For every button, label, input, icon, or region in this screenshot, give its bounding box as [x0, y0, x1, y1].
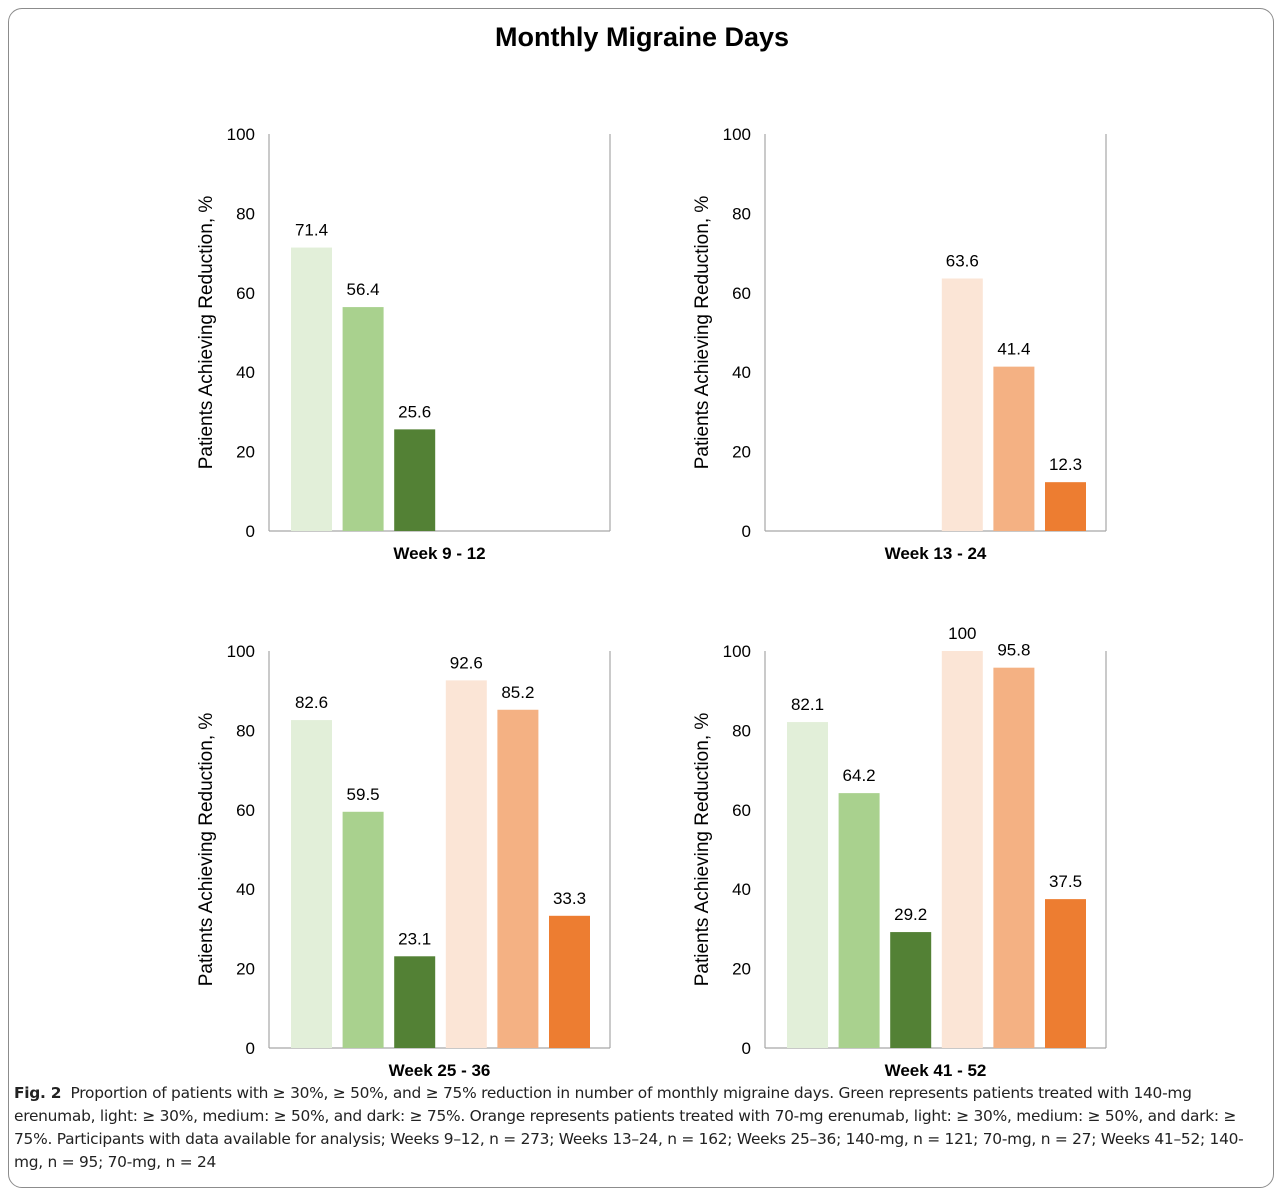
chart-panel-3: 0 20 40 60 80 100 Patients Achieving Reduction… [196, 642, 611, 1080]
caption-label: Fig. 2 [14, 1084, 62, 1102]
x-axis-label: Week 25 - 36 [389, 1061, 491, 1080]
bar-value-label: 37.5 [1049, 872, 1082, 891]
y-tick-label: 100 [227, 642, 255, 661]
y-tick-label: 20 [732, 443, 751, 462]
figure-title: Monthly Migraine Days [494, 22, 790, 52]
bar-value-label: 41.4 [997, 340, 1030, 359]
bar [445, 680, 487, 1048]
bar [394, 956, 436, 1048]
bar [993, 667, 1035, 1048]
y-axis-label: Patients Achieving Reduction, % [692, 713, 713, 987]
bar [1045, 482, 1086, 531]
y-tick-label: 0 [742, 522, 751, 541]
y-tick-label: 40 [732, 880, 751, 899]
bar-value-label: 25.6 [398, 402, 431, 421]
bar-value-label: 63.6 [946, 252, 979, 271]
bar [291, 720, 332, 1048]
chart-panel-4: 0 20 40 60 80 100 Patients Achieving Reduction… [692, 624, 1107, 1080]
y-tick-label: 40 [236, 880, 255, 899]
y-tick-label: 40 [236, 363, 255, 382]
y-axis-label: Patients Achieving Reduction, % [196, 196, 217, 470]
y-axis-label: Patients Achieving Reduction, % [692, 196, 713, 470]
y-tick-label: 20 [236, 960, 255, 979]
y-tick-label: 60 [236, 284, 255, 303]
bar-value-label: 71.4 [295, 221, 328, 240]
bar-value-label: 95.8 [997, 641, 1030, 660]
bar-value-label: 29.2 [894, 905, 927, 924]
bar-value-label: 82.1 [791, 695, 824, 714]
bar-value-label: 85.2 [501, 683, 534, 702]
y-tick-label: 80 [732, 204, 751, 223]
x-axis-label: Week 9 - 12 [393, 544, 485, 563]
y-tick-label: 0 [246, 1039, 255, 1058]
bar [941, 651, 983, 1048]
x-axis-label: Week 13 - 24 [885, 544, 987, 563]
y-tick-label: 60 [236, 801, 255, 820]
bar-value-label: 82.6 [295, 693, 328, 712]
bar [342, 307, 384, 531]
chart-panel-2: 0 20 40 60 80 100 Patients Achieving Reduction… [692, 125, 1107, 563]
y-tick-label: 0 [246, 522, 255, 541]
bar [838, 793, 880, 1048]
bar [1045, 899, 1086, 1048]
bar [549, 915, 590, 1048]
y-tick-label: 20 [236, 443, 255, 462]
y-tick-label: 80 [236, 204, 255, 223]
y-tick-label: 80 [732, 721, 751, 740]
x-axis-label: Week 41 - 52 [885, 1061, 987, 1080]
bar [394, 429, 436, 531]
y-tick-label: 100 [723, 125, 751, 144]
y-tick-label: 100 [723, 642, 751, 661]
bar-value-label: 64.2 [843, 766, 876, 785]
y-tick-label: 40 [732, 363, 751, 382]
bar [890, 932, 932, 1048]
y-tick-label: 0 [742, 1039, 751, 1058]
y-tick-label: 80 [236, 721, 255, 740]
figure-caption: Fig. 2 Proportion of patients with ≥ 30%… [14, 1082, 1264, 1174]
bar-value-label: 33.3 [553, 889, 586, 908]
bar [291, 247, 332, 532]
y-tick-label: 20 [732, 960, 751, 979]
bar-value-label: 56.4 [347, 280, 380, 299]
bar-value-label: 59.5 [347, 785, 380, 804]
bar [941, 278, 983, 531]
y-tick-label: 100 [227, 125, 255, 144]
bar-value-label: 100 [948, 624, 976, 643]
y-axis-label: Patients Achieving Reduction, % [196, 713, 217, 987]
bar-value-label: 92.6 [450, 653, 483, 672]
chart-panel-1: 0 20 40 60 80 100 Patients Achieving Reduction… [196, 125, 611, 563]
figure-frame [8, 8, 1274, 1188]
y-tick-label: 60 [732, 801, 751, 820]
bar-value-label: 12.3 [1049, 455, 1082, 474]
bar [787, 722, 828, 1048]
bar [497, 709, 539, 1048]
bar [993, 366, 1035, 531]
bar-charts: 0 20 40 60 80 100 Patients Achieving Reduction… [196, 125, 1107, 1080]
y-tick-label: 60 [732, 284, 751, 303]
bar [342, 811, 384, 1048]
caption-text: Proportion of patients with ≥ 30%, ≥ 50%… [14, 1084, 1244, 1171]
bar-value-label: 23.1 [398, 929, 431, 948]
